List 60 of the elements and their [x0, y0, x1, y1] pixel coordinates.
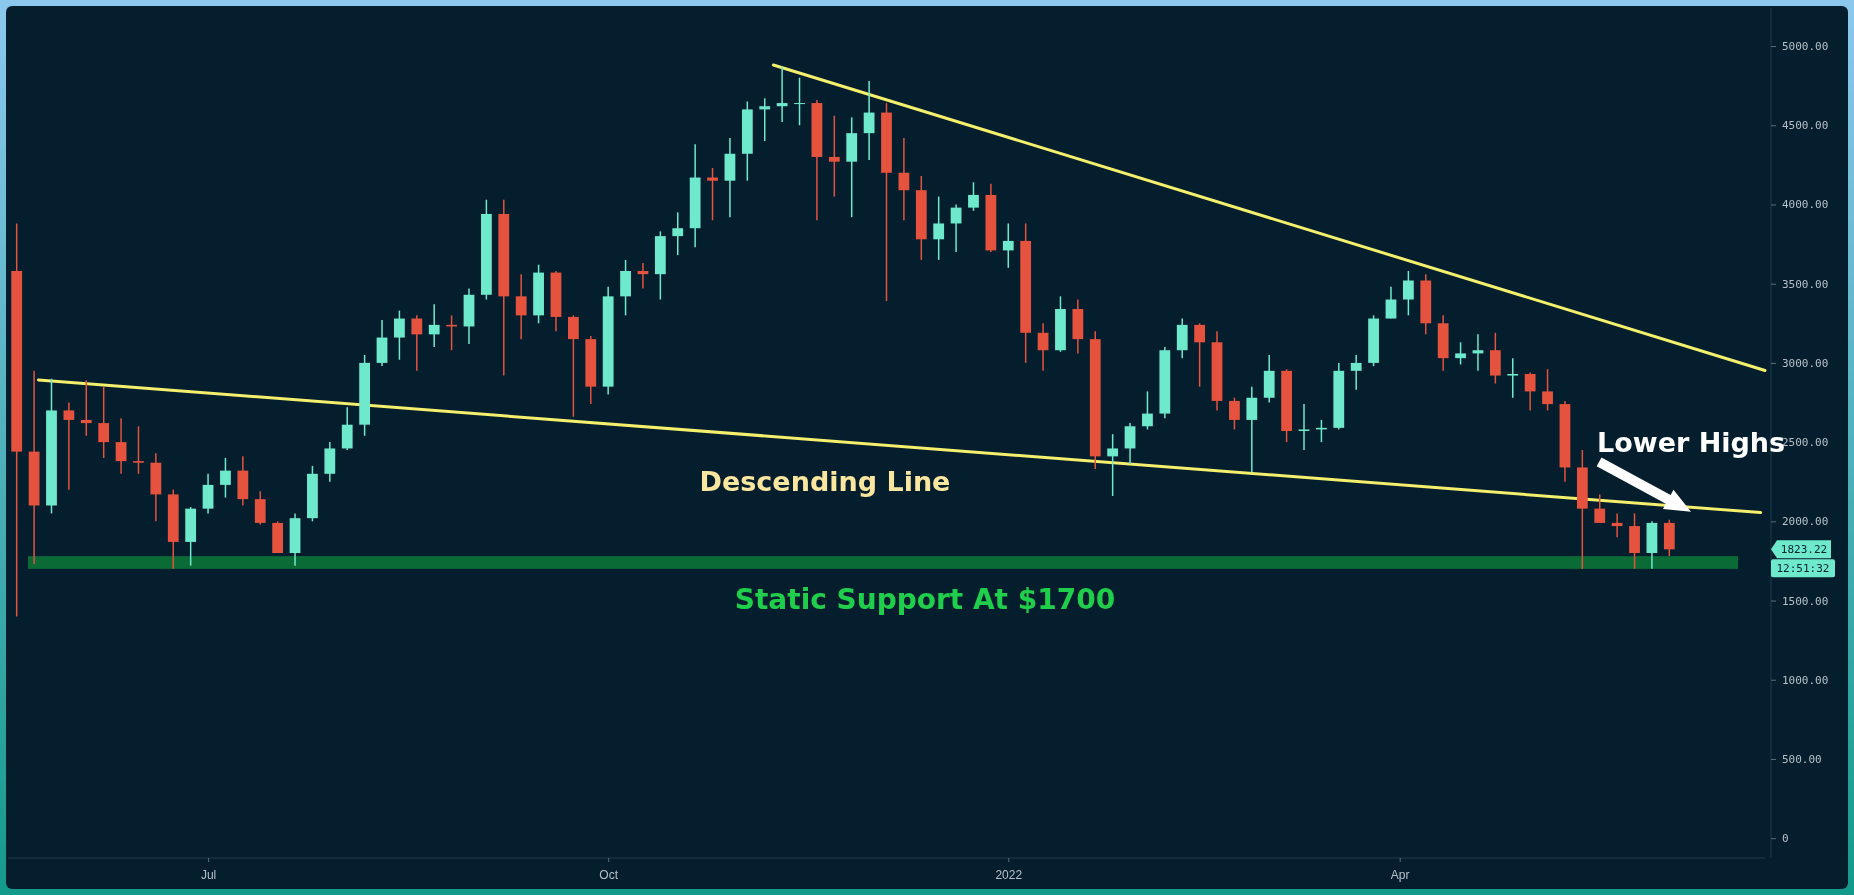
candlestick	[1507, 357, 1519, 399]
candlestick	[1350, 354, 1362, 391]
candlestick	[115, 417, 127, 475]
candlestick	[863, 80, 875, 161]
y-tick-label: 2000.00	[1782, 515, 1829, 529]
candlestick	[515, 273, 527, 340]
text: 1823.22	[1780, 543, 1828, 557]
candlestick	[394, 309, 405, 361]
candlestick	[898, 137, 910, 222]
annotation: Descending Line	[699, 466, 951, 497]
candlestick	[80, 379, 92, 437]
candlestick	[759, 97, 771, 142]
candlestick	[794, 76, 805, 126]
candlestick	[1229, 397, 1240, 431]
candlestick	[202, 473, 214, 515]
candlestick	[254, 490, 266, 526]
candlestick	[1611, 512, 1623, 538]
candlestick	[220, 457, 231, 499]
y-tick-label: 1500.00	[1782, 594, 1829, 608]
candlestick	[968, 181, 979, 212]
candlestick	[98, 385, 110, 459]
candlestick	[1524, 371, 1536, 412]
candlestick	[63, 401, 75, 491]
candlestick	[411, 314, 423, 372]
candlestick	[933, 195, 945, 261]
candlestick	[1124, 422, 1136, 466]
candlestick	[776, 65, 788, 123]
candlestick	[1246, 385, 1258, 473]
candlestick	[1107, 433, 1119, 497]
candlestick	[1385, 286, 1397, 320]
candlestick	[341, 406, 353, 451]
candlestick	[828, 114, 840, 198]
y-tick-label: 1000.00	[1782, 673, 1829, 687]
y-tick-label: 3500.00	[1782, 277, 1829, 291]
candlestick	[707, 167, 718, 222]
candlestick	[1542, 368, 1553, 412]
y-tick-label: 3000.00	[1782, 356, 1829, 370]
band-label: Static Support At $1700	[734, 582, 1116, 616]
y-tick-label: 500.00	[1782, 753, 1822, 766]
candlestick	[1002, 222, 1014, 269]
y-tick-label: 0	[1782, 832, 1789, 846]
x-tick-label: Oct	[599, 867, 619, 882]
candlestick	[1194, 322, 1206, 388]
x-tick-label: Apr	[1390, 867, 1410, 882]
candlestick	[133, 425, 144, 475]
candlestick	[1455, 341, 1466, 366]
y-tick-label: 4000.00	[1782, 198, 1829, 212]
candlestick	[672, 211, 684, 256]
y-tick-label: 5000.00	[1782, 40, 1829, 54]
candlestick	[567, 314, 579, 418]
candlestick	[1037, 322, 1049, 372]
x-tick-label: Jul	[200, 867, 217, 882]
y-tick-label: 4500.00	[1782, 119, 1829, 133]
candlestick	[1298, 403, 1310, 451]
candlestick	[1594, 493, 1606, 524]
x-tick-label: 2022	[995, 867, 1023, 882]
candlestick	[1402, 270, 1414, 317]
text: 12:51:32	[1776, 562, 1830, 576]
candlestick	[428, 303, 440, 348]
candlestick	[1142, 390, 1153, 431]
